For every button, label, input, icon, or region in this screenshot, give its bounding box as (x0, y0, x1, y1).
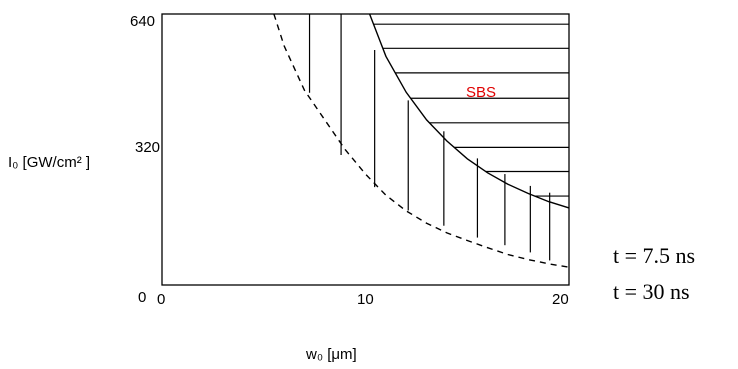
legend-entry-t-7-5-ns: t = 7.5 ns (613, 243, 695, 268)
legend-entry-t-30-ns: t = 30 ns (613, 279, 690, 304)
series-line-t-7-5-ns (368, 13, 570, 209)
sbs-region-label: SBS (466, 84, 496, 101)
plot-frame (161, 13, 570, 286)
x-tick-label-10: 10 (357, 291, 374, 308)
x-tick-label-0: 0 (157, 291, 165, 308)
y-tick-label-top: 640 (130, 13, 155, 30)
y-tick-label-mid: 320 (135, 139, 160, 156)
series-line-t-30-ns (273, 13, 570, 268)
hatch-layer (308, 14, 569, 261)
x-axis-label: w₀ [μm] (305, 346, 357, 363)
y-axis-label: I₀ [GW/cm² ] (8, 154, 90, 171)
x-tick-label-20: 20 (552, 291, 569, 308)
y-tick-label-bottom: 0 (138, 289, 146, 306)
